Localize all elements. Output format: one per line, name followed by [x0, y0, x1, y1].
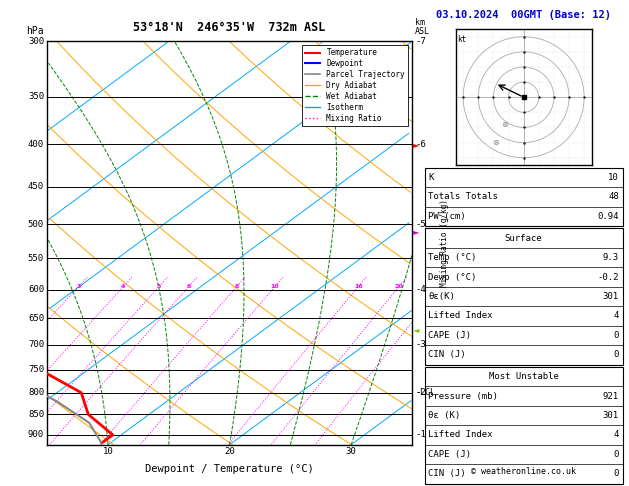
Text: 0: 0 — [613, 350, 619, 359]
Text: CAPE (J): CAPE (J) — [428, 450, 471, 459]
Text: Most Unstable: Most Unstable — [489, 372, 559, 381]
Text: 700: 700 — [28, 340, 44, 349]
Text: ►: ► — [413, 227, 419, 236]
Text: 16: 16 — [354, 284, 363, 289]
Text: 0: 0 — [613, 469, 619, 478]
Text: 900: 900 — [28, 431, 44, 439]
Text: ►: ► — [413, 140, 419, 149]
Text: -1: -1 — [415, 431, 426, 439]
Text: 4: 4 — [613, 431, 619, 439]
Text: 350: 350 — [28, 92, 44, 101]
Text: 550: 550 — [28, 254, 44, 263]
Text: 10: 10 — [270, 284, 279, 289]
Text: K: K — [428, 173, 434, 182]
Text: 10: 10 — [608, 173, 619, 182]
Text: kt: kt — [457, 35, 466, 44]
Text: 800: 800 — [28, 388, 44, 397]
Text: 750: 750 — [28, 365, 44, 374]
Text: hPa: hPa — [26, 26, 44, 36]
Text: 20: 20 — [395, 284, 403, 289]
Text: 450: 450 — [28, 182, 44, 191]
Text: θε(K): θε(K) — [428, 292, 455, 301]
Text: CIN (J): CIN (J) — [428, 350, 466, 359]
Text: Lifted Index: Lifted Index — [428, 431, 493, 439]
Text: 48: 48 — [608, 192, 619, 201]
Text: 0.94: 0.94 — [598, 212, 619, 221]
Text: 5: 5 — [157, 284, 161, 289]
Text: 53°18'N  246°35'W  732m ASL: 53°18'N 246°35'W 732m ASL — [133, 21, 326, 34]
Text: 300: 300 — [28, 37, 44, 46]
X-axis label: Dewpoint / Temperature (°C): Dewpoint / Temperature (°C) — [145, 464, 314, 474]
Text: Lifted Index: Lifted Index — [428, 312, 493, 320]
Text: 20: 20 — [224, 447, 235, 456]
Text: 650: 650 — [28, 314, 44, 323]
Text: 400: 400 — [28, 140, 44, 149]
Text: Mixing Ratio (g/kg): Mixing Ratio (g/kg) — [440, 199, 449, 287]
Text: 301: 301 — [603, 292, 619, 301]
Text: -5: -5 — [415, 220, 426, 229]
Text: θε (K): θε (K) — [428, 411, 460, 420]
Text: 4: 4 — [121, 284, 126, 289]
Text: 301: 301 — [603, 411, 619, 420]
Text: -4: -4 — [415, 285, 426, 294]
Text: 30: 30 — [346, 447, 357, 456]
Legend: Temperature, Dewpoint, Parcel Trajectory, Dry Adiabat, Wet Adiabat, Isotherm, Mi: Temperature, Dewpoint, Parcel Trajectory… — [302, 45, 408, 126]
Text: 3: 3 — [76, 284, 81, 289]
Text: ◄: ◄ — [413, 325, 419, 334]
Text: km
ASL: km ASL — [415, 18, 430, 36]
Text: 6: 6 — [187, 284, 191, 289]
Text: 8: 8 — [235, 284, 239, 289]
Text: Temp (°C): Temp (°C) — [428, 253, 477, 262]
Text: 4: 4 — [613, 312, 619, 320]
Text: -3: -3 — [415, 340, 426, 349]
Text: CIN (J): CIN (J) — [428, 469, 466, 478]
Text: 9.3: 9.3 — [603, 253, 619, 262]
Text: -LCL: -LCL — [415, 388, 435, 397]
Text: 600: 600 — [28, 285, 44, 294]
Text: 0: 0 — [613, 331, 619, 340]
Text: 0: 0 — [613, 450, 619, 459]
Text: Totals Totals: Totals Totals — [428, 192, 498, 201]
Text: -2: -2 — [415, 388, 426, 397]
Text: -7: -7 — [415, 37, 426, 46]
Text: $\otimes$: $\otimes$ — [493, 138, 501, 147]
Text: 10: 10 — [103, 447, 113, 456]
Text: 500: 500 — [28, 220, 44, 229]
Text: 03.10.2024  00GMT (Base: 12): 03.10.2024 00GMT (Base: 12) — [436, 10, 611, 20]
Text: -0.2: -0.2 — [598, 273, 619, 281]
Text: $\otimes$: $\otimes$ — [501, 120, 509, 129]
Text: © weatheronline.co.uk: © weatheronline.co.uk — [471, 467, 576, 476]
Text: Dewp (°C): Dewp (°C) — [428, 273, 477, 281]
Text: Pressure (mb): Pressure (mb) — [428, 392, 498, 400]
Text: PW (cm): PW (cm) — [428, 212, 466, 221]
Text: 850: 850 — [28, 410, 44, 419]
Text: -6: -6 — [415, 140, 426, 149]
Text: 921: 921 — [603, 392, 619, 400]
Text: CAPE (J): CAPE (J) — [428, 331, 471, 340]
Text: Surface: Surface — [505, 234, 542, 243]
